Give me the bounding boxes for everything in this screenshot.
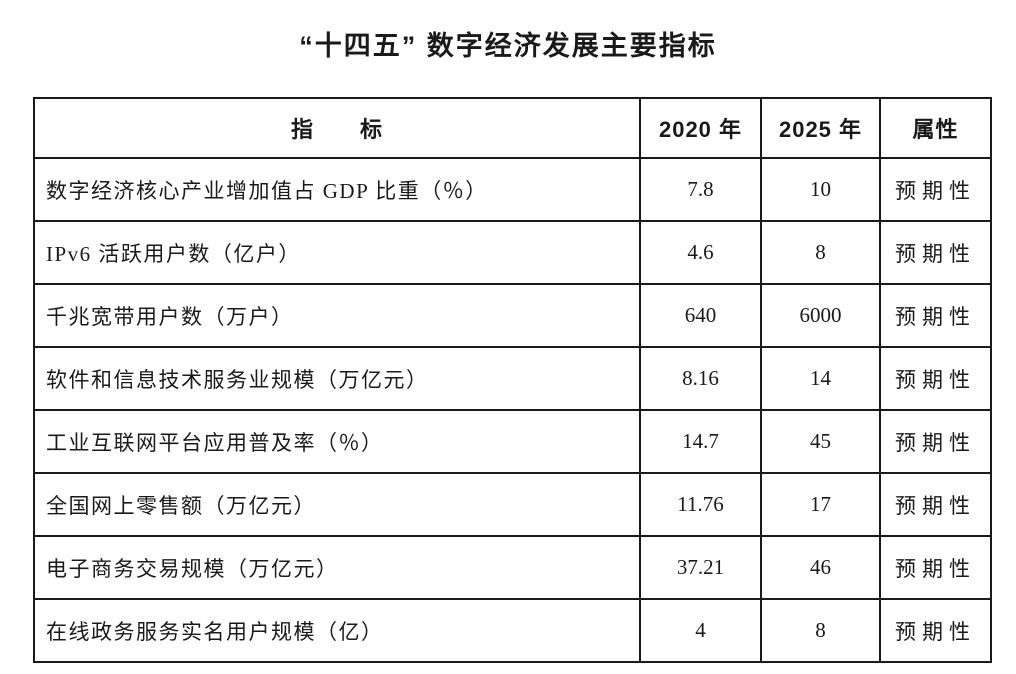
value-2020-cell: 7.8 xyxy=(639,157,762,222)
indicator-cell: 数字经济核心产业增加值占 GDP 比重（％） xyxy=(33,157,641,222)
value-2020-cell: 4.6 xyxy=(639,220,762,285)
value-2025-cell: 14 xyxy=(760,346,881,411)
indicators-table: 指 标 2020 年 2025 年 属性 数字经济核心产业增加值占 GDP 比重… xyxy=(33,97,992,663)
attribute-cell: 预期性 xyxy=(879,598,992,663)
value-2025-cell: 45 xyxy=(760,409,881,474)
value-2025-cell: 17 xyxy=(760,472,881,537)
value-2025-cell: 8 xyxy=(760,220,881,285)
value-2020-cell: 11.76 xyxy=(639,472,762,537)
table-row: 数字经济核心产业增加值占 GDP 比重（％） 7.8 10 预期性 xyxy=(33,157,992,222)
value-2025-cell: 46 xyxy=(760,535,881,600)
indicator-cell: 在线政务服务实名用户规模（亿） xyxy=(33,598,641,663)
attribute-cell: 预期性 xyxy=(879,535,992,600)
attribute-cell: 预期性 xyxy=(879,220,992,285)
attribute-cell: 预期性 xyxy=(879,409,992,474)
table-row: IPv6 活跃用户数（亿户） 4.6 8 预期性 xyxy=(33,220,992,285)
attribute-cell: 预期性 xyxy=(879,283,992,348)
header-year-2020: 2020 年 xyxy=(639,97,762,159)
indicator-cell: 电子商务交易规模（万亿元） xyxy=(33,535,641,600)
table-row: 全国网上零售额（万亿元） 11.76 17 预期性 xyxy=(33,472,992,537)
table-row: 在线政务服务实名用户规模（亿） 4 8 预期性 xyxy=(33,598,992,663)
value-2025-cell: 6000 xyxy=(760,283,881,348)
value-2020-cell: 37.21 xyxy=(639,535,762,600)
table-row: 工业互联网平台应用普及率（％） 14.7 45 预期性 xyxy=(33,409,992,474)
value-2020-cell: 4 xyxy=(639,598,762,663)
header-indicator: 指 标 xyxy=(33,97,641,159)
header-year-2025: 2025 年 xyxy=(760,97,881,159)
indicator-cell: 工业互联网平台应用普及率（％） xyxy=(33,409,641,474)
indicator-cell: 全国网上零售额（万亿元） xyxy=(33,472,641,537)
value-2020-cell: 640 xyxy=(639,283,762,348)
value-2020-cell: 14.7 xyxy=(639,409,762,474)
table-row: 电子商务交易规模（万亿元） 37.21 46 预期性 xyxy=(33,535,992,600)
header-attribute: 属性 xyxy=(879,97,992,159)
table-row: 千兆宽带用户数（万户） 640 6000 预期性 xyxy=(33,283,992,348)
value-2025-cell: 8 xyxy=(760,598,881,663)
attribute-cell: 预期性 xyxy=(879,472,992,537)
indicator-cell: 软件和信息技术服务业规模（万亿元） xyxy=(33,346,641,411)
attribute-cell: 预期性 xyxy=(879,346,992,411)
indicator-cell: 千兆宽带用户数（万户） xyxy=(33,283,641,348)
table-header-row: 指 标 2020 年 2025 年 属性 xyxy=(33,97,992,159)
table-row: 软件和信息技术服务业规模（万亿元） 8.16 14 预期性 xyxy=(33,346,992,411)
page-title: “十四五” 数字经济发展主要指标 xyxy=(299,31,717,61)
attribute-cell: 预期性 xyxy=(879,157,992,222)
value-2020-cell: 8.16 xyxy=(639,346,762,411)
value-2025-cell: 10 xyxy=(760,157,881,222)
indicator-cell: IPv6 活跃用户数（亿户） xyxy=(33,220,641,285)
